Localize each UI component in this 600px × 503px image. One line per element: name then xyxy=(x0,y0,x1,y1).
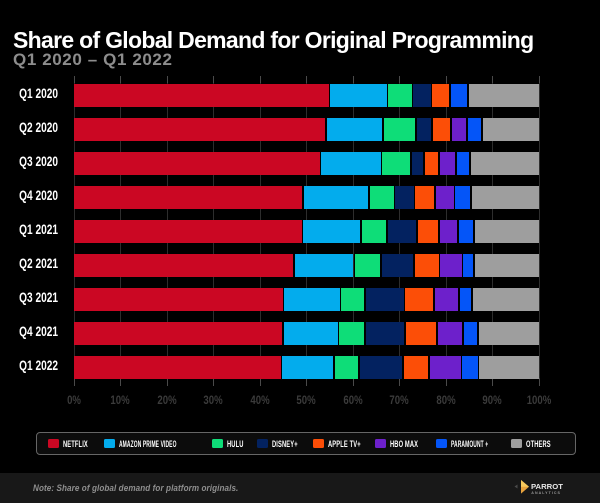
svg-text:ANALYTICS: ANALYTICS xyxy=(531,490,561,494)
svg-text:PARROT: PARROT xyxy=(531,482,563,491)
